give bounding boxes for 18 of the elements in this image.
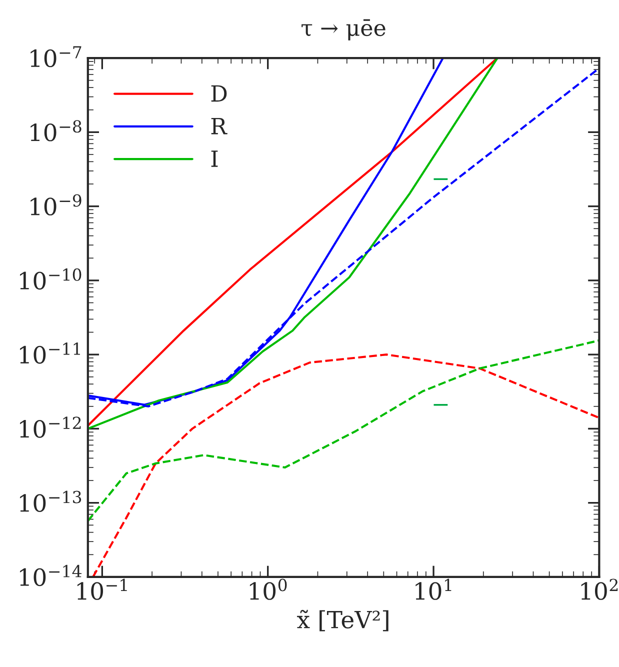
x-tick-label: 10$^{1}$ [416,578,452,600]
x-tick-label: 10$^{0}$ [250,578,287,600]
y-tick-label: 10$^{−8}$ [30,120,82,142]
x-axis-title: x̃ [TeV²] [297,610,388,632]
chart-title: τ → μēe [302,19,386,40]
x-tick-label: 10$^{2}$ [581,578,618,600]
y-tick-label: 10$^{−7}$ [30,46,82,68]
y-tick-label: 10$^{−13}$ [20,490,82,512]
annotation: − [434,178,448,180]
y-tick-label: 10$^{−9}$ [30,194,82,216]
y-tick-label: 10$^{−10}$ [20,268,82,290]
y-tick-label: 10$^{−11}$ [20,342,80,364]
legend-label: R [211,118,228,134]
annotation: − [434,404,448,406]
y-tick-label: 10$^{−12}$ [20,416,81,438]
x-tick-label: 10$^{−1}$ [77,578,127,600]
legend-label: I [211,150,218,167]
legend-label: D [211,85,227,102]
